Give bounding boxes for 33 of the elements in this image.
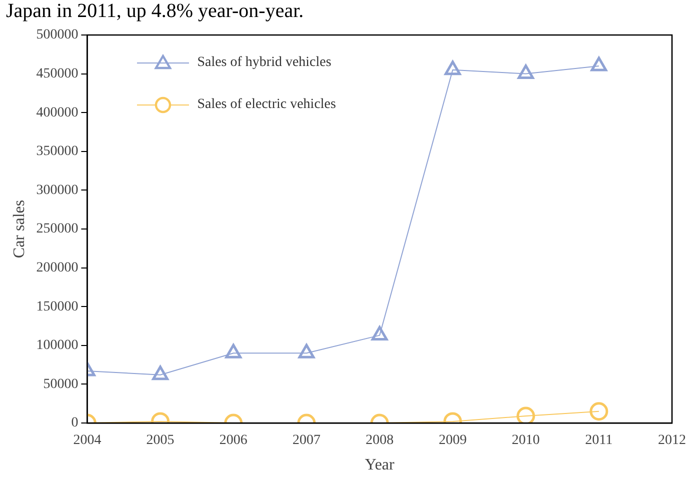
legend-label: Sales of electric vehicles bbox=[197, 97, 336, 113]
x-tick-label: 2006 bbox=[219, 433, 248, 448]
legend-label: Sales of hybrid vehicles bbox=[197, 55, 332, 71]
point bbox=[444, 60, 461, 76]
y-tick-label: 500000 bbox=[36, 28, 78, 43]
x-tick-label: 2011 bbox=[585, 433, 613, 448]
x-tick-label: 2005 bbox=[146, 433, 174, 448]
point bbox=[518, 64, 534, 80]
x-tick-label: 2008 bbox=[366, 433, 394, 448]
y-tick-label: 450000 bbox=[36, 66, 78, 82]
text: Japan in 2011, up 4.8% year-on-year. bbox=[6, 0, 304, 23]
y-tick-label: 300000 bbox=[36, 182, 78, 198]
point bbox=[225, 344, 242, 358]
x-tick-label: 2007 bbox=[292, 433, 320, 448]
x-tick-label: 2009 bbox=[438, 433, 467, 448]
y-tick-label: 100000 bbox=[36, 338, 78, 354]
y-tick-label: 50000 bbox=[43, 376, 78, 392]
point bbox=[516, 406, 536, 423]
point bbox=[298, 344, 315, 358]
x-tick-label: 2004 bbox=[73, 433, 102, 448]
point bbox=[371, 326, 388, 341]
y-tick-label: 150000 bbox=[36, 299, 78, 314]
y-tick-label: 400000 bbox=[36, 105, 78, 120]
x-tick-label: 2010 bbox=[512, 433, 540, 448]
x-tick-label: 2012 bbox=[658, 433, 686, 448]
x-axis-title: Year bbox=[364, 456, 396, 474]
y-axis-title: Car sales bbox=[10, 200, 28, 258]
y-tick-label: 250000 bbox=[36, 222, 78, 237]
y-tick-label: 0 bbox=[71, 416, 78, 431]
y-tick-label: 200000 bbox=[36, 260, 78, 276]
point bbox=[590, 56, 608, 72]
point bbox=[152, 366, 168, 380]
y-tick-label: 350000 bbox=[36, 144, 78, 160]
